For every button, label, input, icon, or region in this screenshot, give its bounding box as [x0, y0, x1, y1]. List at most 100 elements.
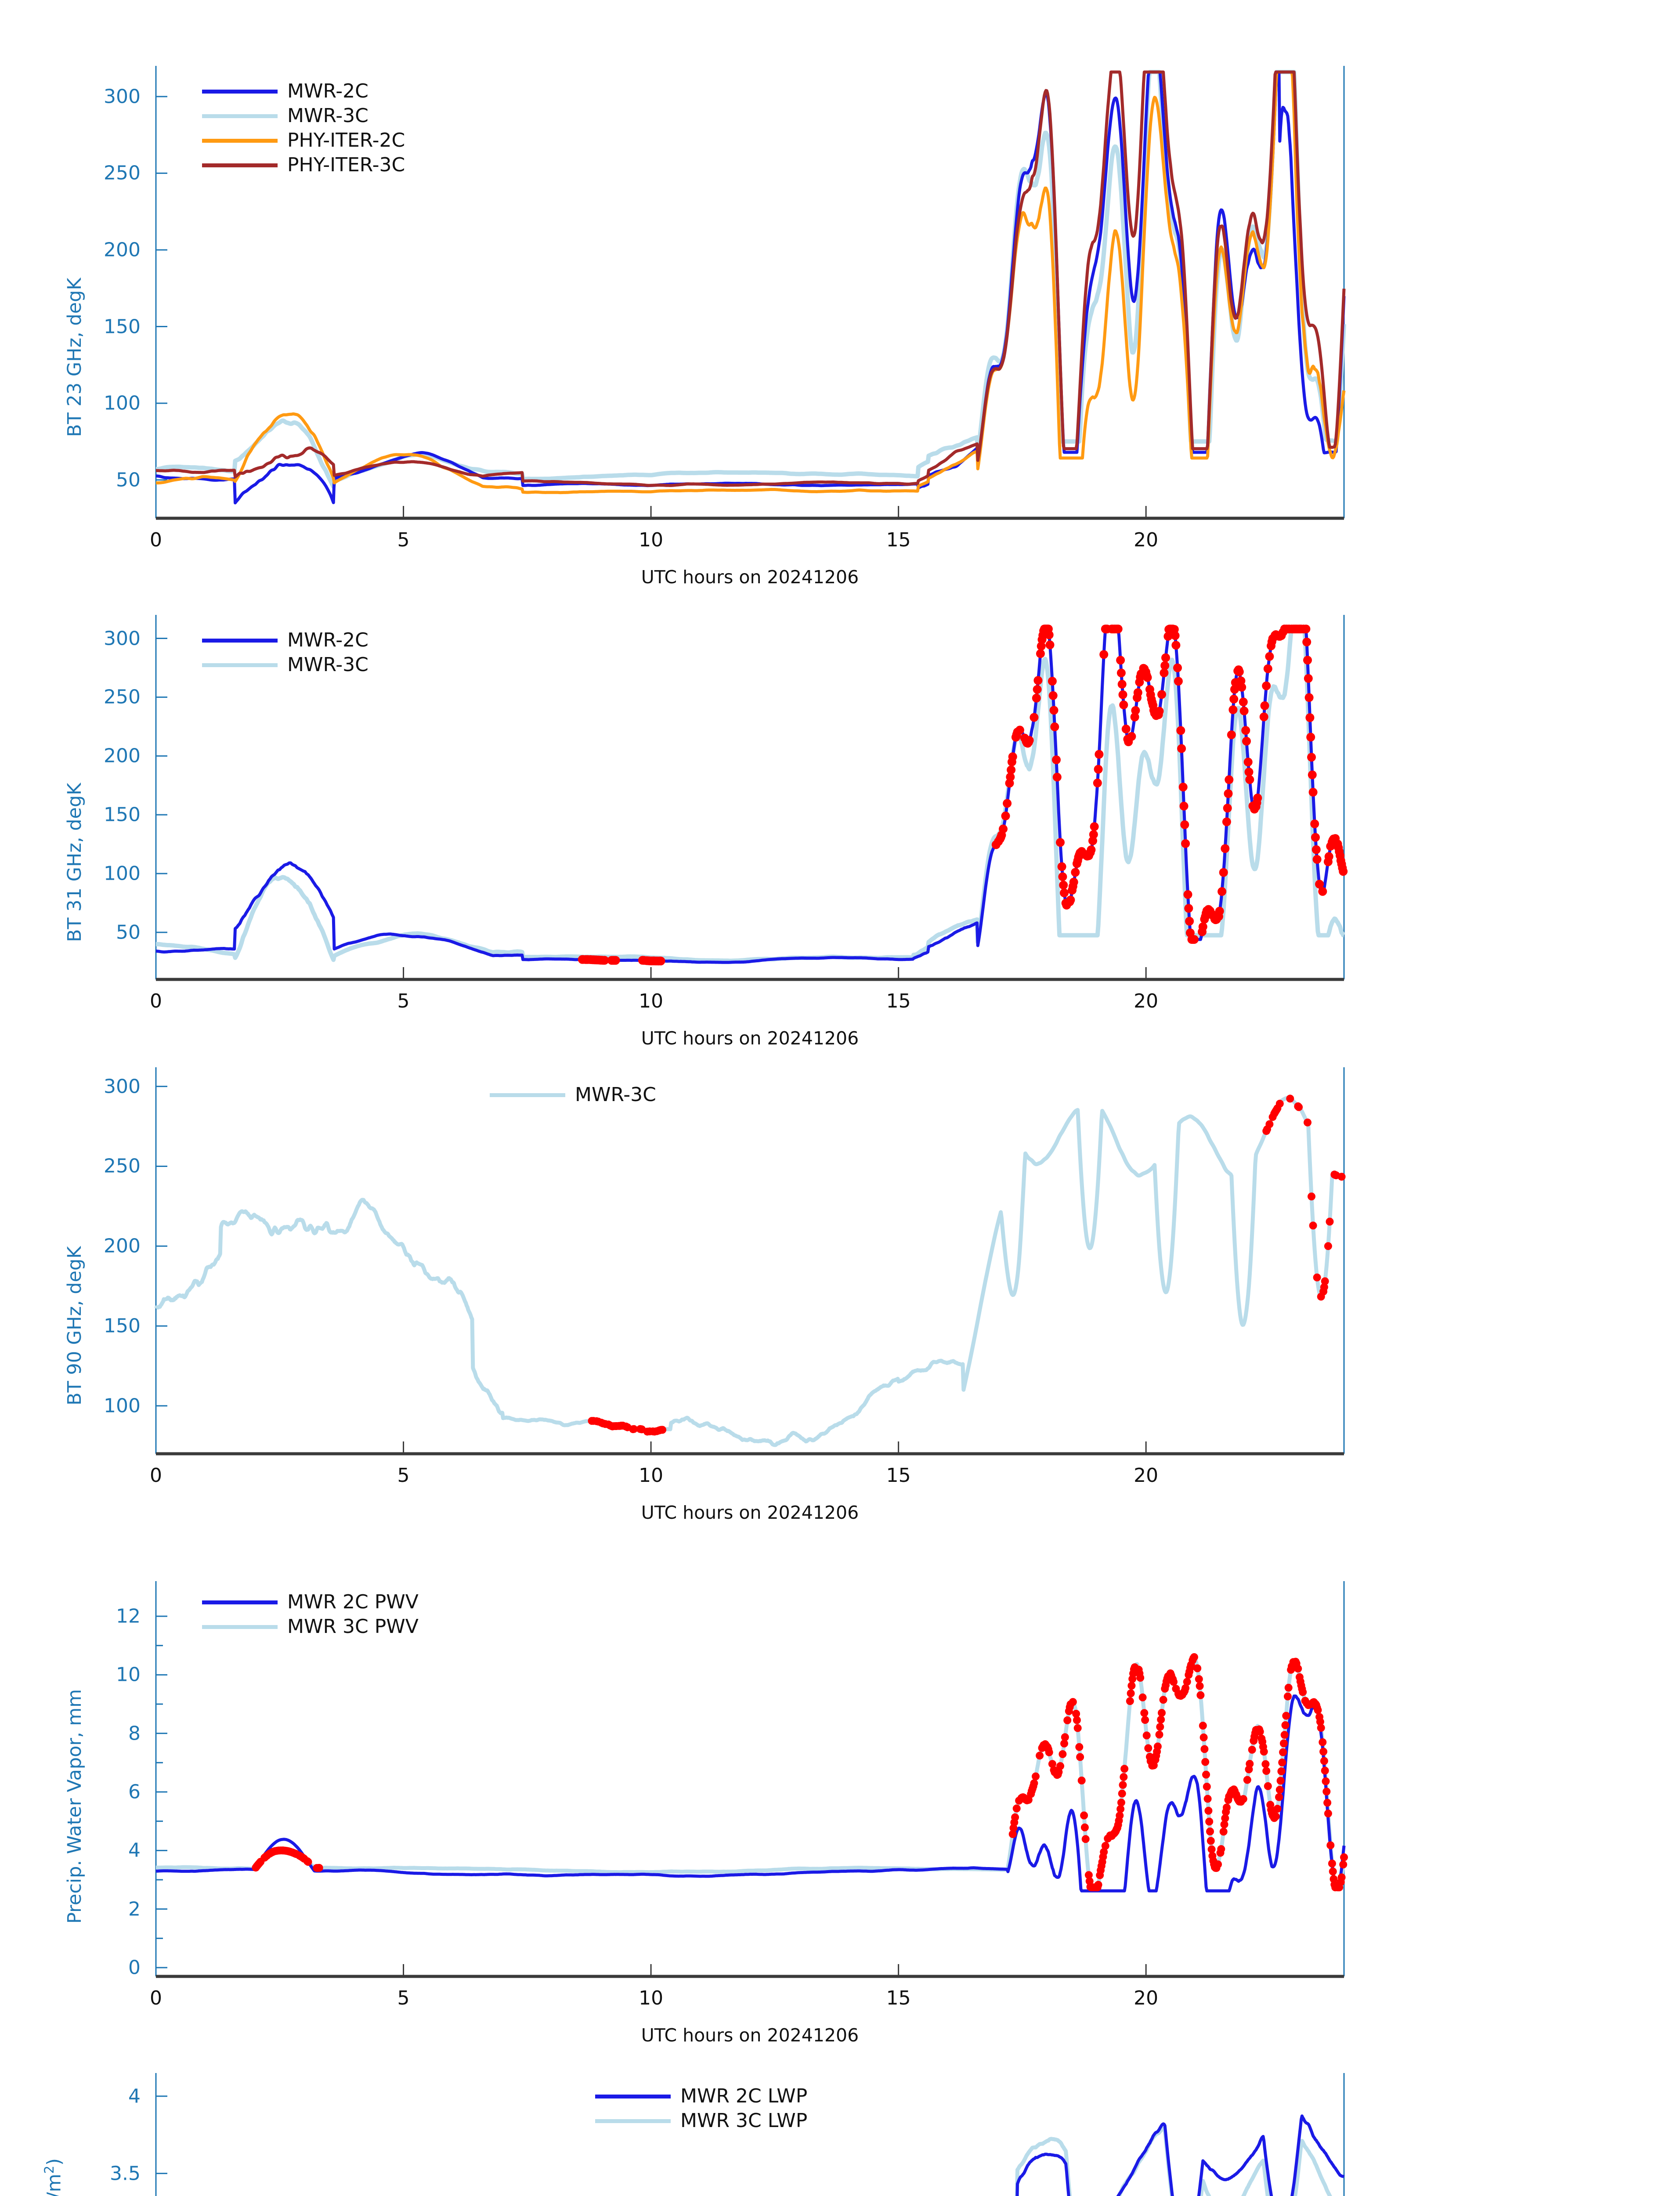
x-axis-tick-label: 0 — [150, 990, 162, 1012]
flagged-markers — [252, 1653, 1348, 1892]
plot-area — [154, 1067, 1346, 1456]
legend-color-swatch — [202, 663, 278, 667]
y-axis-tick-label: 100 — [104, 392, 141, 415]
y-axis-tick-label: 50 — [116, 469, 141, 491]
x-axis-label: UTC hours on 20241206 — [641, 567, 859, 588]
legend-label: MWR-3C — [575, 1084, 656, 1106]
series-line — [155, 627, 1346, 964]
legend-item[interactable]: MWR-2C — [202, 79, 405, 104]
x-axis-tick-label: 10 — [639, 529, 664, 551]
chart-panel-4: 1.522.533.5405101520UTC hours on 2024120… — [0, 2073, 1680, 2196]
chart-legend: MWR-2C MWR-3C PHY-ITER-2C PHY-ITER-3C — [202, 79, 405, 177]
x-axis-tick-label: 15 — [886, 1464, 911, 1487]
y-axis-label: BT 90 GHz, degK — [64, 1246, 86, 1405]
y-axis-tick-label: 200 — [104, 1235, 141, 1257]
series-line — [154, 627, 1346, 963]
x-axis-tick-label: 0 — [150, 529, 162, 551]
legend-item[interactable]: MWR 2C LWP — [595, 2084, 807, 2109]
y-axis-tick-label: 50 — [116, 921, 141, 944]
legend-color-swatch — [202, 163, 278, 167]
legend-label: MWR 2C LWP — [680, 2085, 808, 2107]
y-axis-tick-label: 150 — [104, 315, 141, 338]
legend-label: PHY-ITER-2C — [287, 129, 405, 152]
x-axis-tick-label: 0 — [150, 1464, 162, 1487]
legend-item[interactable]: PHY-ITER-2C — [202, 128, 405, 153]
y-axis-tick-label: 4 — [128, 1839, 141, 1862]
y-axis-label: log10 Liquid Water Path, log10(g/m2) — [42, 2158, 65, 2196]
legend-item[interactable]: MWR-3C — [202, 104, 405, 128]
x-axis-tick-label: 15 — [886, 990, 911, 1012]
x-axis-tick-label: 20 — [1134, 990, 1159, 1012]
legend-color-swatch — [490, 1093, 565, 1097]
x-axis-tick-label: 5 — [397, 1464, 410, 1487]
legend-label: MWR-3C — [287, 105, 369, 127]
y-axis-tick-label: 100 — [104, 1394, 141, 1417]
x-axis-tick-label: 20 — [1134, 1987, 1159, 2009]
legend-label: MWR 2C PWV — [287, 1591, 419, 1613]
y-axis-label: Precip. Water Vapor, mm — [64, 1689, 86, 1924]
x-axis-label: UTC hours on 20241206 — [641, 1028, 859, 1049]
legend-label: MWR 3C PWV — [287, 1615, 419, 1638]
legend-color-swatch — [202, 1625, 278, 1629]
y-axis-tick-label: 300 — [104, 85, 141, 108]
y-axis-tick-label: 2 — [128, 1898, 141, 1921]
x-axis-label: UTC hours on 20241206 — [641, 2025, 859, 2046]
x-axis-tick-label: 20 — [1134, 529, 1159, 551]
legend-label: MWR 3C LWP — [680, 2109, 808, 2132]
x-axis-tick-label: 0 — [150, 1987, 162, 2009]
y-axis-tick-label: 100 — [104, 862, 141, 885]
x-axis-tick-label: 5 — [397, 990, 410, 1012]
plot-area — [154, 615, 1348, 981]
y-axis-tick-label: 200 — [104, 744, 141, 767]
x-axis-tick-label: 20 — [1134, 1464, 1159, 1487]
series-line — [155, 1694, 1346, 1893]
chart-legend: MWR 2C PWV MWR 3C PWV — [202, 1590, 419, 1639]
legend-item[interactable]: MWR 2C PWV — [202, 1590, 419, 1614]
y-axis-tick-label: 8 — [128, 1722, 141, 1745]
legend-item[interactable]: MWR-2C — [202, 628, 369, 653]
x-axis-tick-label: 10 — [639, 990, 664, 1012]
y-axis-tick-label: 4 — [128, 2085, 141, 2108]
y-axis-tick-label: 3.5 — [110, 2162, 141, 2185]
series-line — [154, 1096, 1345, 1447]
chart-panel-2: 100 150 200 250 300 0 5 10 15 20 UTC hours on 2024… — [0, 1067, 1680, 1568]
y-axis-tick-label: 0 — [128, 1956, 141, 1979]
chart-legend: MWR-3C — [490, 1083, 656, 1107]
x-axis-tick-label: 10 — [639, 1987, 664, 2009]
chart-legend: MWR-2C MWR-3C — [202, 628, 369, 677]
x-axis-tick-label: 15 — [886, 529, 911, 551]
series-line — [155, 1655, 1346, 1889]
y-axis-tick-label: 300 — [104, 1075, 141, 1098]
flagged-markers — [578, 625, 1348, 966]
y-axis-tick-label: 10 — [116, 1663, 141, 1686]
x-axis-tick-label: 5 — [397, 1987, 410, 2009]
y-axis-tick-label: 300 — [104, 627, 141, 650]
y-axis-tick-label: 250 — [104, 162, 141, 184]
legend-color-swatch — [202, 638, 278, 643]
legend-item[interactable]: MWR 3C LWP — [595, 2109, 807, 2133]
chart-panel-1: 50 100 150 200 250 300 0 5 10 15 20 UTC hours on 20… — [0, 615, 1680, 1094]
plot-area — [155, 2073, 1345, 2196]
y-axis-label: BT 23 GHz, degK — [64, 278, 86, 437]
y-axis-tick-label: 150 — [104, 1315, 141, 1337]
legend-color-swatch — [595, 2094, 671, 2098]
plot-area — [155, 1581, 1348, 1978]
series-line — [155, 70, 1346, 487]
legend-label: MWR-2C — [287, 80, 369, 102]
chart-panel-0: 50 100 150 200 250 300 0 5 10 15 20 UTC hours on 20… — [0, 66, 1680, 632]
legend-color-swatch — [595, 2119, 671, 2123]
legend-label: MWR-2C — [287, 629, 369, 651]
legend-item[interactable]: MWR-3C — [202, 653, 369, 677]
x-axis-tick-label: 5 — [397, 529, 410, 551]
legend-color-swatch — [202, 89, 278, 94]
legend-item[interactable]: MWR-3C — [490, 1083, 656, 1107]
legend-label: MWR-3C — [287, 654, 369, 676]
y-axis-tick-label: 150 — [104, 803, 141, 826]
legend-item[interactable]: MWR 3C PWV — [202, 1614, 419, 1639]
y-axis-tick-label: 200 — [104, 238, 141, 261]
y-axis-label-main: log10 Liquid Water Path, log10(g/m — [43, 2174, 65, 2196]
legend-item[interactable]: PHY-ITER-3C — [202, 153, 405, 177]
x-axis-tick-label: 15 — [886, 1987, 911, 2009]
x-axis-tick-label: 10 — [639, 1464, 664, 1487]
